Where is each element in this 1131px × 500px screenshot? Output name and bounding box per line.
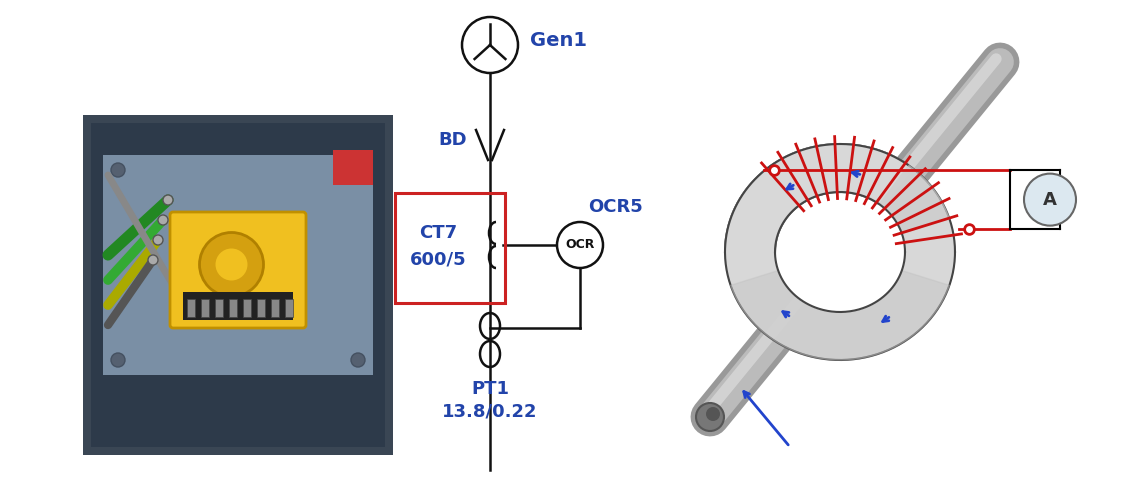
Bar	[271, 299, 279, 317]
Polygon shape	[775, 192, 905, 312]
Text: BD: BD	[438, 131, 467, 149]
Bar	[257, 299, 265, 317]
Circle shape	[199, 232, 264, 296]
Bar	[215, 299, 223, 317]
Text: CT7: CT7	[418, 224, 457, 242]
Circle shape	[216, 248, 248, 280]
Circle shape	[351, 163, 365, 177]
Bar	[103, 155, 373, 375]
Circle shape	[111, 163, 126, 177]
Text: PT1: PT1	[470, 380, 509, 398]
Circle shape	[351, 353, 365, 367]
Bar	[83, 115, 392, 455]
Circle shape	[696, 403, 724, 431]
Circle shape	[153, 235, 163, 245]
Text: 13.8/0.22: 13.8/0.22	[442, 402, 537, 420]
Circle shape	[706, 407, 720, 421]
Bar	[183, 292, 293, 320]
FancyBboxPatch shape	[170, 212, 307, 328]
Text: OCR5: OCR5	[588, 198, 642, 216]
Text: A: A	[1043, 190, 1057, 208]
Text: Gen1: Gen1	[530, 30, 587, 50]
Bar	[187, 299, 195, 317]
Circle shape	[163, 195, 173, 205]
Bar	[243, 299, 251, 317]
Circle shape	[111, 353, 126, 367]
Polygon shape	[725, 144, 907, 252]
Bar	[228, 299, 238, 317]
Text: 600/5: 600/5	[409, 251, 466, 269]
Circle shape	[148, 255, 158, 265]
Circle shape	[158, 215, 169, 225]
Circle shape	[1024, 174, 1076, 226]
Bar	[333, 150, 373, 185]
Polygon shape	[731, 144, 949, 234]
Bar	[285, 299, 293, 317]
Polygon shape	[725, 144, 955, 360]
Bar	[201, 299, 209, 317]
Polygon shape	[731, 270, 949, 360]
Text: OCR: OCR	[566, 238, 595, 252]
Circle shape	[556, 222, 603, 268]
Bar	[395, 193, 506, 303]
Bar	[90, 123, 385, 447]
